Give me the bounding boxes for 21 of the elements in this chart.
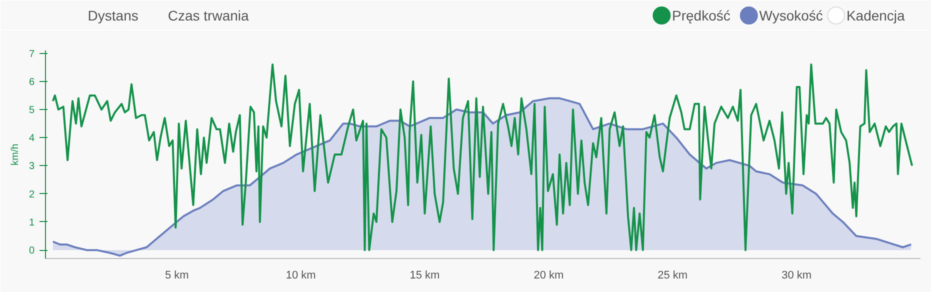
y-tick-label: 5	[28, 105, 35, 116]
x-tick-label: 20 km	[534, 270, 564, 282]
text: Czas trwania	[168, 8, 249, 24]
y-tick-label: 6	[28, 76, 35, 88]
line-series	[52, 64, 914, 252]
y-tick-label: 4	[28, 133, 35, 144]
x-tick-label: 30 km	[782, 270, 812, 282]
legend-label: Wysokość	[759, 8, 823, 24]
text: Dystans	[88, 8, 138, 24]
x-tick-label: 5 km	[164, 270, 189, 282]
x-tick-label: 10 km	[286, 270, 316, 282]
text: Kadencja	[846, 8, 906, 24]
x-tick-label: 15 km	[410, 270, 440, 282]
y-tick-label: 2	[28, 189, 35, 200]
legend-label: Prędkość	[672, 8, 730, 24]
y-tick-label: 3	[28, 161, 35, 172]
y-tick-label: 0	[28, 246, 35, 257]
y-axis-title: km/h	[10, 144, 21, 166]
y-tick-label: 7	[28, 48, 35, 60]
x-tick-label: 25 km	[658, 270, 688, 282]
y-tick-label: 1	[28, 217, 35, 228]
